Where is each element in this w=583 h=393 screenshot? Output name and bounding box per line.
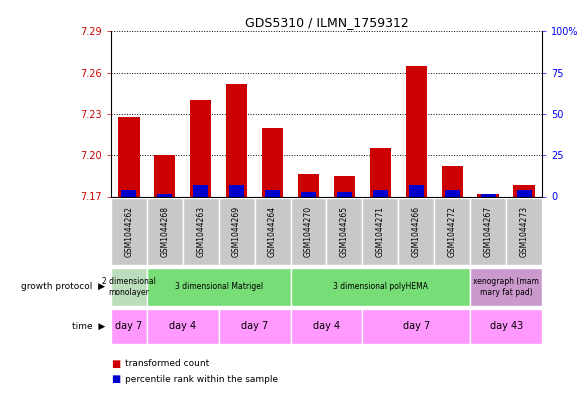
Bar bbox=[154, 155, 175, 196]
FancyBboxPatch shape bbox=[219, 198, 255, 265]
Bar bbox=[121, 190, 136, 196]
Bar bbox=[406, 66, 427, 196]
FancyBboxPatch shape bbox=[147, 268, 290, 306]
FancyBboxPatch shape bbox=[255, 198, 290, 265]
Bar bbox=[301, 192, 316, 196]
Text: 3 dimensional Matrigel: 3 dimensional Matrigel bbox=[174, 283, 263, 291]
FancyBboxPatch shape bbox=[182, 198, 219, 265]
Bar bbox=[445, 190, 460, 196]
Text: day 43: day 43 bbox=[490, 321, 523, 331]
Bar bbox=[481, 194, 496, 196]
Bar bbox=[373, 190, 388, 196]
Bar bbox=[514, 185, 535, 196]
Bar bbox=[190, 100, 212, 196]
Text: percentile rank within the sample: percentile rank within the sample bbox=[125, 375, 279, 384]
Text: GSM1044263: GSM1044263 bbox=[196, 206, 205, 257]
Text: ■: ■ bbox=[111, 358, 120, 369]
FancyBboxPatch shape bbox=[506, 198, 542, 265]
Text: GSM1044269: GSM1044269 bbox=[232, 206, 241, 257]
Text: day 7: day 7 bbox=[115, 321, 142, 331]
FancyBboxPatch shape bbox=[470, 198, 506, 265]
FancyBboxPatch shape bbox=[326, 198, 363, 265]
Bar bbox=[265, 190, 280, 196]
Bar bbox=[517, 190, 532, 196]
Bar bbox=[477, 194, 499, 196]
Text: GSM1044272: GSM1044272 bbox=[448, 206, 457, 257]
Text: GSM1044266: GSM1044266 bbox=[412, 206, 421, 257]
Text: xenograph (mam
mary fat pad): xenograph (mam mary fat pad) bbox=[473, 277, 539, 297]
FancyBboxPatch shape bbox=[470, 309, 542, 343]
FancyBboxPatch shape bbox=[398, 198, 434, 265]
Bar bbox=[333, 176, 355, 196]
FancyBboxPatch shape bbox=[290, 309, 363, 343]
Text: day 4: day 4 bbox=[313, 321, 340, 331]
Text: 3 dimensional polyHEMA: 3 dimensional polyHEMA bbox=[333, 283, 428, 291]
Text: day 4: day 4 bbox=[169, 321, 196, 331]
FancyBboxPatch shape bbox=[219, 309, 290, 343]
Bar bbox=[193, 185, 208, 196]
Bar bbox=[337, 192, 352, 196]
Bar bbox=[298, 174, 319, 196]
Text: GSM1044264: GSM1044264 bbox=[268, 206, 277, 257]
Text: 2 dimensional
monolayer: 2 dimensional monolayer bbox=[102, 277, 156, 297]
FancyBboxPatch shape bbox=[111, 198, 147, 265]
Text: GSM1044268: GSM1044268 bbox=[160, 206, 169, 257]
Text: time  ▶: time ▶ bbox=[72, 322, 105, 331]
Text: GSM1044267: GSM1044267 bbox=[484, 206, 493, 257]
FancyBboxPatch shape bbox=[363, 198, 398, 265]
Text: growth protocol  ▶: growth protocol ▶ bbox=[21, 283, 105, 291]
FancyBboxPatch shape bbox=[290, 198, 326, 265]
Text: day 7: day 7 bbox=[403, 321, 430, 331]
FancyBboxPatch shape bbox=[147, 309, 219, 343]
Bar bbox=[441, 166, 463, 196]
Bar bbox=[262, 128, 283, 196]
Bar bbox=[370, 148, 391, 196]
Text: day 7: day 7 bbox=[241, 321, 268, 331]
FancyBboxPatch shape bbox=[290, 268, 470, 306]
Text: ■: ■ bbox=[111, 374, 120, 384]
Bar bbox=[226, 84, 247, 196]
FancyBboxPatch shape bbox=[363, 309, 470, 343]
FancyBboxPatch shape bbox=[147, 198, 182, 265]
Bar bbox=[229, 185, 244, 196]
FancyBboxPatch shape bbox=[434, 198, 470, 265]
FancyBboxPatch shape bbox=[111, 309, 147, 343]
Text: GSM1044265: GSM1044265 bbox=[340, 206, 349, 257]
Text: GSM1044270: GSM1044270 bbox=[304, 206, 313, 257]
Text: GSM1044273: GSM1044273 bbox=[519, 206, 529, 257]
Text: GSM1044271: GSM1044271 bbox=[376, 206, 385, 257]
Text: GSM1044262: GSM1044262 bbox=[124, 206, 134, 257]
Bar bbox=[118, 117, 139, 196]
FancyBboxPatch shape bbox=[470, 268, 542, 306]
Bar bbox=[409, 185, 424, 196]
Text: transformed count: transformed count bbox=[125, 359, 210, 368]
Title: GDS5310 / ILMN_1759312: GDS5310 / ILMN_1759312 bbox=[245, 16, 408, 29]
Bar bbox=[157, 194, 172, 196]
FancyBboxPatch shape bbox=[111, 268, 147, 306]
